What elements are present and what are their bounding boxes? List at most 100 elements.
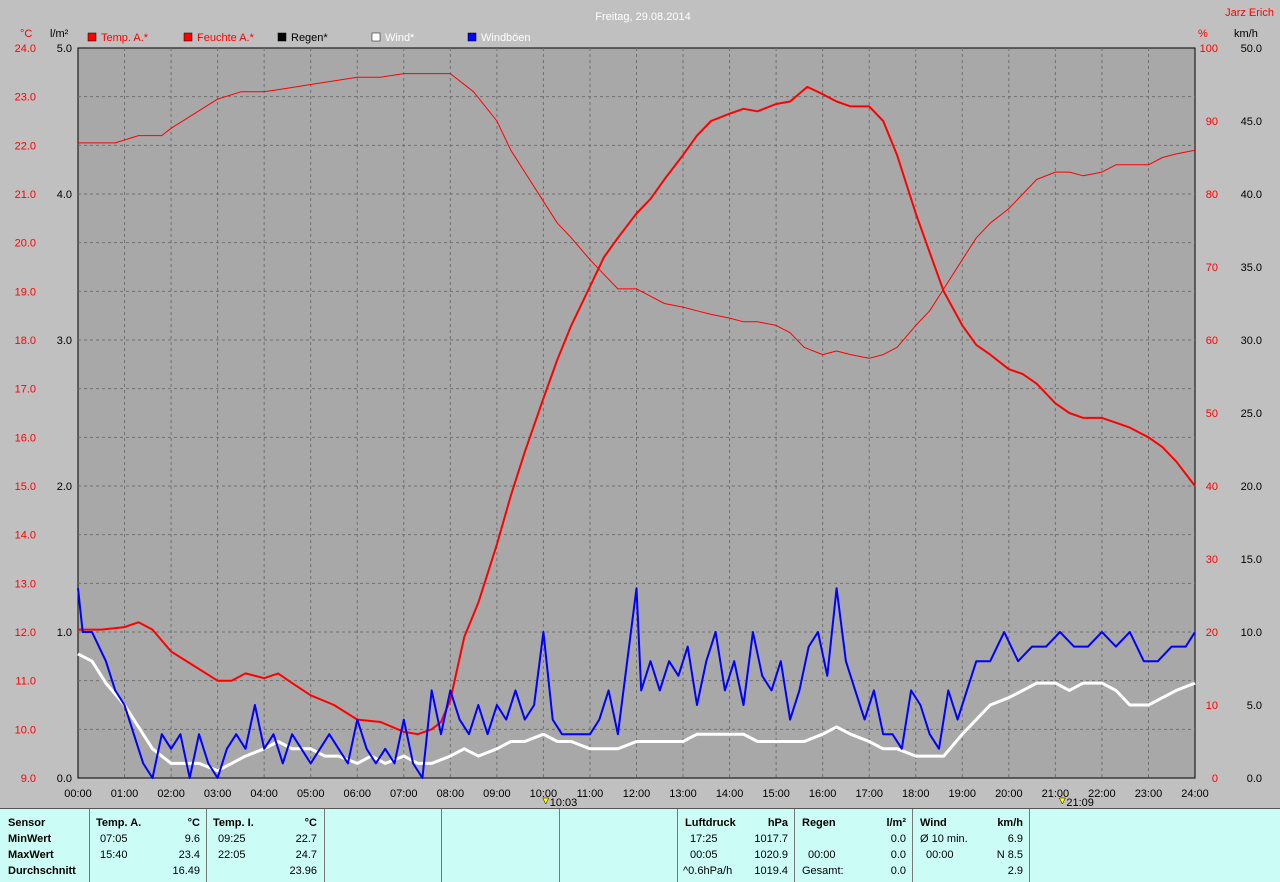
humidity-tick-label: 30 xyxy=(1206,554,1218,566)
temp-tick-label: 9.0 xyxy=(21,773,36,785)
humidity-tick-label: 80 xyxy=(1206,189,1218,201)
row-label-max: MaxWert xyxy=(8,849,54,861)
wind-avg: 6.9 xyxy=(1007,833,1023,845)
time-tick-label: 24:00 xyxy=(1181,788,1209,800)
temp-i-avg: 23.96 xyxy=(289,865,317,877)
time-tick-label: 18:00 xyxy=(902,788,930,800)
temp-i-unit: °C xyxy=(304,817,317,829)
event-marker-label: 21:09 xyxy=(1066,797,1094,808)
temp-i-min: 22.7 xyxy=(295,833,317,845)
pressure-trend-value: 1019.4 xyxy=(754,865,788,877)
wind-tick-label: 40.0 xyxy=(1241,189,1262,201)
divider xyxy=(559,809,560,882)
temp-unit: °C xyxy=(20,28,32,40)
legend-swatch xyxy=(371,32,381,42)
temp-axis: 9.0 10.0 11.0 12.0 13.0 14.0 15.0 16.0 17.0 18.0 1… xyxy=(15,43,36,785)
divider xyxy=(912,809,913,882)
wind-tick-label: 25.0 xyxy=(1241,408,1262,420)
divider xyxy=(89,809,90,882)
series-line xyxy=(78,73,1196,359)
temp-i-max: 24.7 xyxy=(295,849,317,861)
wind-tick-label: 45.0 xyxy=(1241,116,1262,128)
time-tick-label: 23:00 xyxy=(1135,788,1163,800)
event-marker-icon xyxy=(542,797,550,805)
wind-tick-label: 0.0 xyxy=(1247,773,1262,785)
wind-max-time: 00:00 xyxy=(926,849,954,861)
divider xyxy=(1029,809,1030,882)
series-layer xyxy=(77,73,1196,779)
wind-tick-label: 30.0 xyxy=(1241,335,1262,347)
temp-tick-label: 16.0 xyxy=(15,432,36,444)
wind-unit: km/h xyxy=(1234,28,1258,40)
humidity-unit: % xyxy=(1198,28,1208,40)
humidity-tick-label: 60 xyxy=(1206,335,1218,347)
temp-a-unit: °C xyxy=(187,817,200,829)
divider xyxy=(441,809,442,882)
chart-title: Freitag, 29.08.2014 xyxy=(595,11,690,23)
series-line xyxy=(77,587,1196,779)
event-marker-label: 10:03 xyxy=(550,797,578,808)
time-tick-label: 15:00 xyxy=(762,788,790,800)
rain-total-label: Gesamt: xyxy=(802,865,844,877)
time-tick-label: 12:00 xyxy=(623,788,651,800)
temp-tick-label: 23.0 xyxy=(15,92,36,104)
rain-tick-label: 1.0 xyxy=(57,627,72,639)
wind-tick-label: 10.0 xyxy=(1241,627,1262,639)
rain-max-time: 00:00 xyxy=(808,849,836,861)
time-tick-label: 06:00 xyxy=(343,788,371,800)
station-name: Jarz Erich xyxy=(1225,7,1274,19)
legend-label: Temp. A.* xyxy=(101,32,149,44)
temp-a-max-time: 15:40 xyxy=(100,849,128,861)
wind-title: Wind xyxy=(920,817,947,829)
legend-swatch xyxy=(87,32,97,42)
time-tick-label: 05:00 xyxy=(297,788,325,800)
pressure-unit: hPa xyxy=(767,817,788,829)
legend-swatch xyxy=(183,32,193,42)
time-tick-label: 11:00 xyxy=(577,788,604,800)
event-markers: 10:03 21:09 xyxy=(542,797,1094,808)
temp-i-max-time: 22:05 xyxy=(218,849,246,861)
time-tick-label: 20:00 xyxy=(995,788,1023,800)
wind-tick-label: 35.0 xyxy=(1241,262,1262,274)
legend-label: Windböen xyxy=(481,32,531,44)
humidity-tick-label: 10 xyxy=(1206,700,1218,712)
humidity-tick-label: 90 xyxy=(1206,116,1218,128)
rain-axis: 0.0 1.0 2.0 3.0 4.0 5.0 xyxy=(57,43,72,785)
temp-tick-label: 11.0 xyxy=(15,676,36,688)
time-tick-label: 19:00 xyxy=(949,788,977,800)
temp-a-min: 9.6 xyxy=(184,833,200,845)
pressure-min: 1017.7 xyxy=(754,833,788,845)
rain-tick-label: 5.0 xyxy=(57,43,72,55)
time-tick-label: 00:00 xyxy=(64,788,92,800)
wind-mean: 2.9 xyxy=(1007,865,1023,877)
temp-tick-label: 14.0 xyxy=(15,530,36,542)
time-axis: 00:00 01:00 02:00 03:00 04:00 05:00 06:00 07:00… xyxy=(64,788,1209,800)
time-tick-label: 16:00 xyxy=(809,788,837,800)
temp-tick-label: 24.0 xyxy=(15,43,36,55)
row-label-min: MinWert xyxy=(8,833,52,845)
legend-swatch xyxy=(467,32,477,42)
temp-tick-label: 18.0 xyxy=(15,335,36,347)
humidity-tick-label: 0 xyxy=(1212,773,1218,785)
wind-tick-label: 20.0 xyxy=(1241,481,1262,493)
temp-tick-label: 22.0 xyxy=(15,140,36,152)
chart-canvas: 9.0 10.0 11.0 12.0 13.0 14.0 15.0 16.0 17.0 18.0 1… xyxy=(15,7,1274,808)
time-tick-label: 07:00 xyxy=(390,788,418,800)
rain-tick-label: 2.0 xyxy=(57,481,72,493)
pressure-title: Luftdruck xyxy=(685,817,736,829)
wind-tick-label: 5.0 xyxy=(1247,700,1262,712)
time-tick-label: 14:00 xyxy=(716,788,744,800)
divider xyxy=(677,809,678,882)
rain-tick-label: 0.0 xyxy=(57,773,72,785)
time-tick-label: 02:00 xyxy=(157,788,185,800)
temp-tick-label: 13.0 xyxy=(15,578,36,590)
divider xyxy=(324,809,325,882)
time-tick-label: 13:00 xyxy=(669,788,697,800)
rain-tick-label: 3.0 xyxy=(57,335,72,347)
humidity-tick-label: 50 xyxy=(1206,408,1218,420)
time-tick-label: 01:00 xyxy=(111,788,139,800)
rain-max: 0.0 xyxy=(890,849,906,861)
time-tick-label: 21:00 xyxy=(1042,788,1070,800)
wind-axis: 0.0 5.0 10.0 15.0 20.0 25.0 30.0 35.0 40.0 45.0 50… xyxy=(1241,43,1262,785)
